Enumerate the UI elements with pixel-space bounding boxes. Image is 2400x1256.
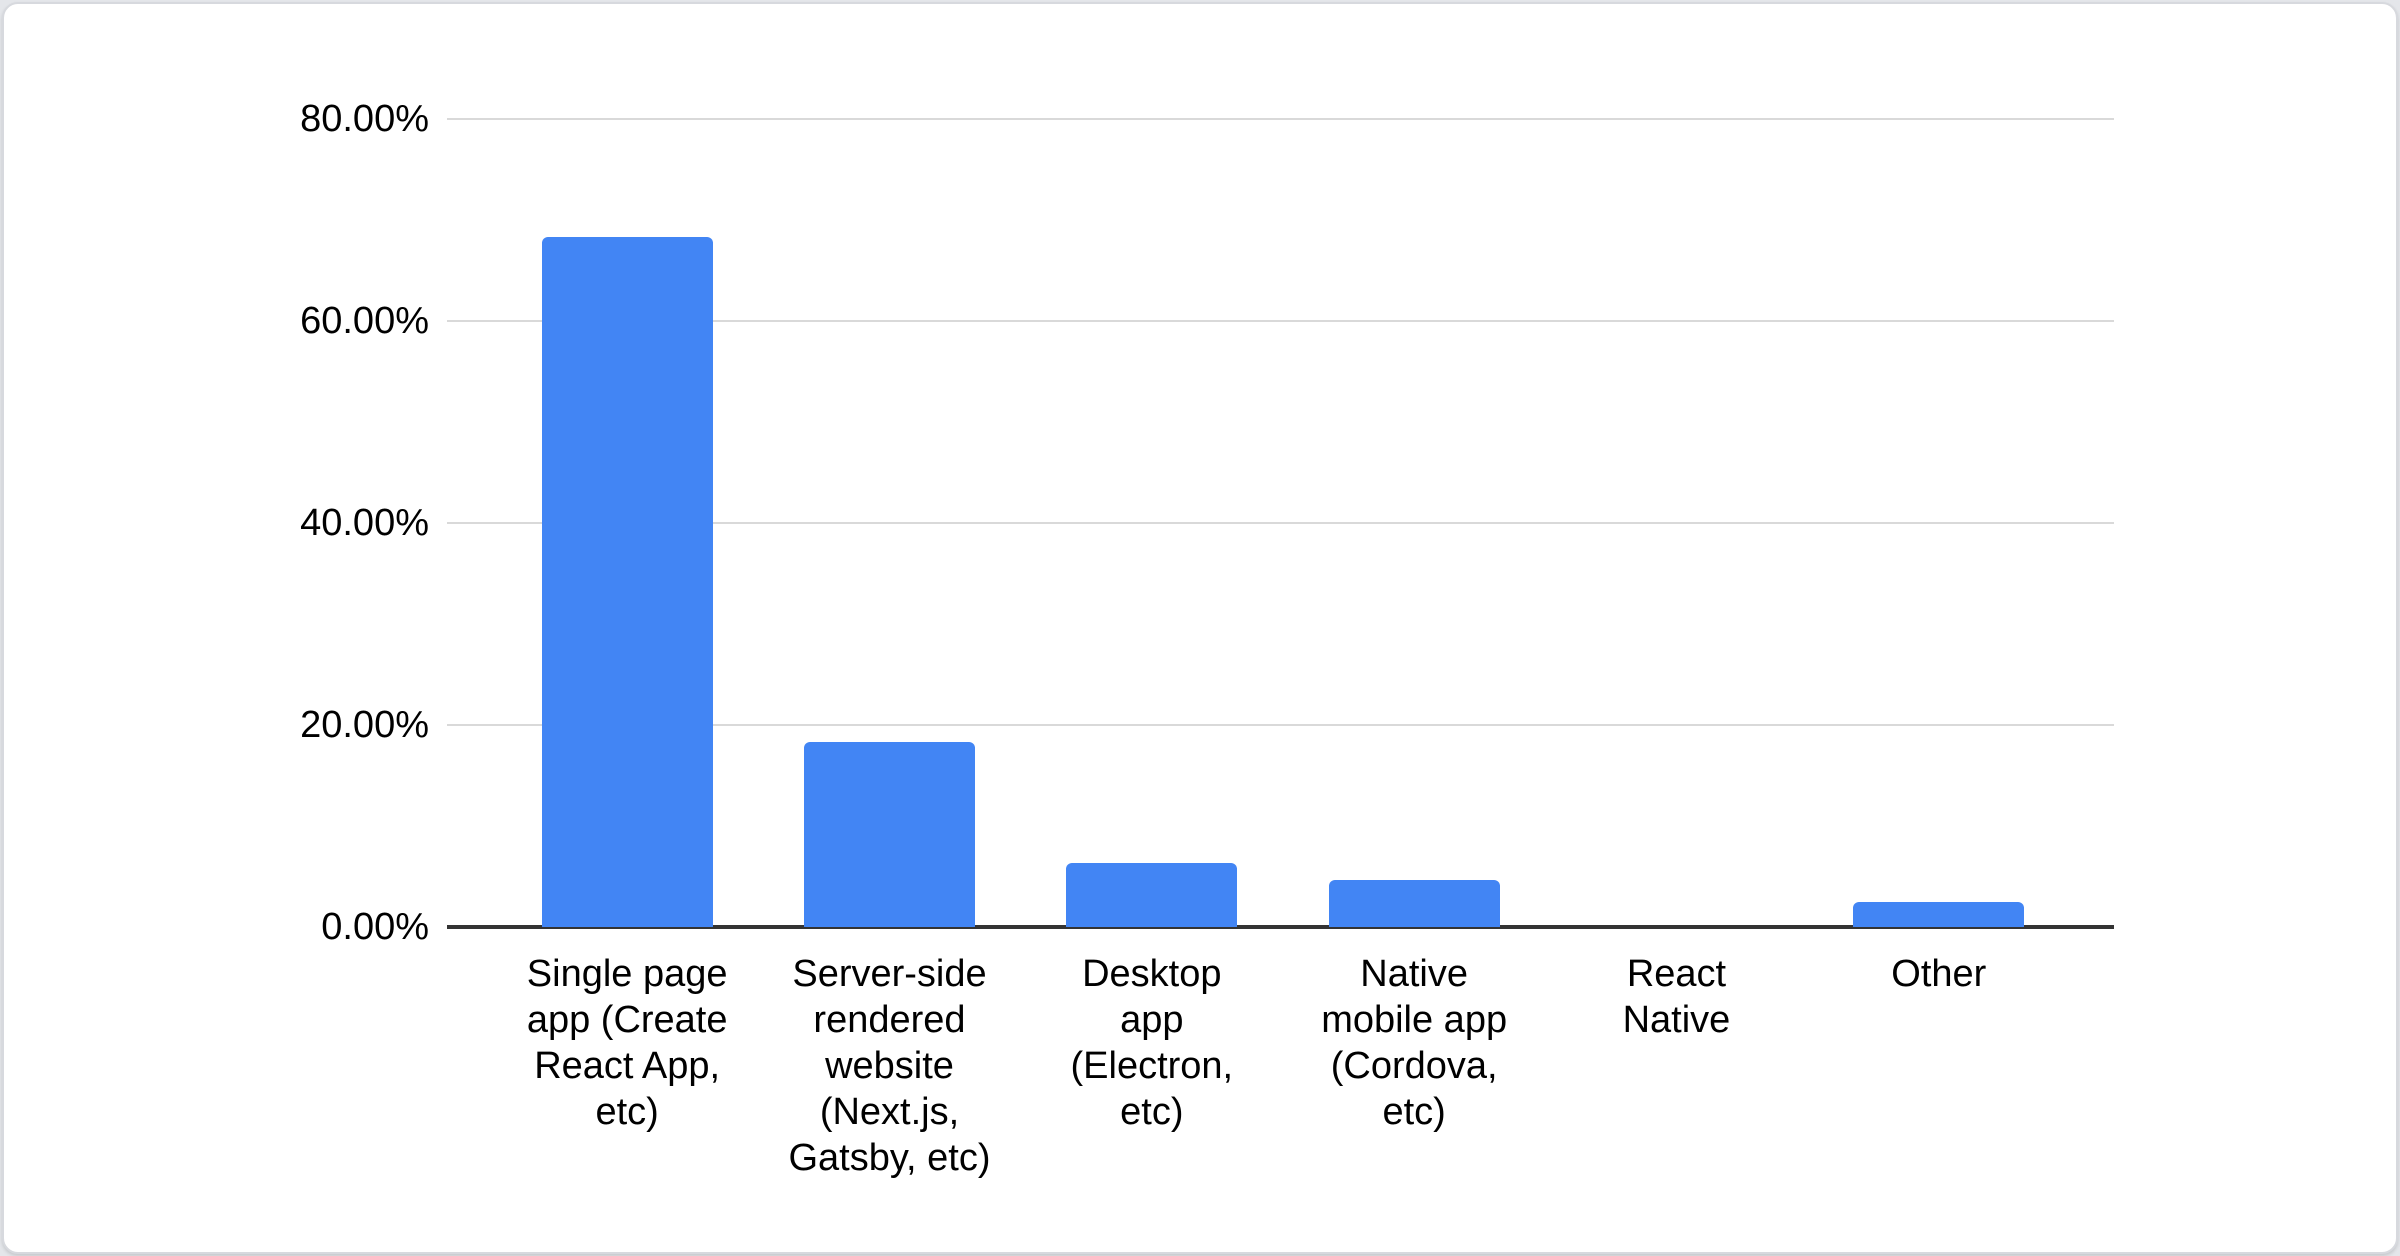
- x-category-label-line: etc): [1120, 1091, 1184, 1133]
- x-category-label-line: (Next.js,: [819, 1091, 960, 1133]
- gridline-40: [447, 522, 2114, 524]
- y-axis-tick-label: 0.00%: [321, 906, 429, 948]
- x-category-label-line: Server-side: [792, 953, 987, 995]
- x-axis-line: [447, 925, 2114, 929]
- x-category-label-line: Single page: [526, 953, 728, 995]
- x-category-label-line: Native: [1360, 953, 1468, 995]
- x-category-label-line: React: [1626, 953, 1727, 995]
- x-category-label-line: app: [1120, 999, 1184, 1041]
- x-category-label-line: React App,: [534, 1045, 721, 1087]
- x-category-label-line: app (Create: [526, 999, 728, 1041]
- x-category-label-react-native: React Native: [1525, 951, 1827, 1043]
- x-category-label-native-mobile-app-cordova-etc: Native mobile app (Cordova, etc): [1263, 951, 1565, 1135]
- gridline-60: [447, 320, 2114, 322]
- x-category-label-line: (Electron,: [1070, 1045, 1234, 1087]
- x-category-label-other: Other: [1788, 951, 2090, 997]
- x-category-label-line: Other: [1891, 953, 1987, 995]
- x-category-label-single-page-app-create-react-app-etc: Single page app (Create React App, etc): [476, 951, 778, 1135]
- bar-other: [1853, 901, 2025, 927]
- plot-area: 80.00% 60.00% 40.00% 20.00% 0.00% Single page…: [300, 100, 2114, 1179]
- x-category-label-line: (Cordova,: [1330, 1045, 1498, 1087]
- x-category-label-server-side-rendered-website-next-js-gatsby-etc: Server-side rendered website (Next.js, Gatsb…: [738, 951, 1040, 1181]
- y-axis-tick-label: 40.00%: [300, 502, 429, 544]
- x-category-label-line: etc): [595, 1091, 659, 1133]
- x-category-label-line: Gatsby, etc): [788, 1137, 991, 1179]
- x-category-label-line: Desktop: [1082, 953, 1222, 995]
- y-axis-tick-label: 60.00%: [300, 300, 429, 342]
- x-category-label-line: Native: [1622, 999, 1731, 1041]
- bar-single-page-app-create-react-app-etc: [541, 237, 713, 927]
- x-category-label-line: etc): [1382, 1091, 1446, 1133]
- y-axis-tick-label: 80.00%: [300, 98, 429, 140]
- bar-native-mobile-app-cordova-etc: [1328, 879, 1500, 927]
- bar-server-side-rendered-website-next-js-gatsby-etc: [803, 742, 975, 927]
- gridline-20: [447, 724, 2114, 726]
- x-category-label-line: website: [825, 1045, 954, 1087]
- gridline-80: [447, 118, 2114, 120]
- x-category-label-line: rendered: [813, 999, 966, 1041]
- x-category-label-desktop-app-electron-etc: Desktop app (Electron, etc): [1001, 951, 1303, 1135]
- x-category-label-line: mobile app: [1321, 999, 1508, 1041]
- y-axis-tick-label: 20.00%: [300, 704, 429, 746]
- bar-desktop-app-electron-etc: [1066, 863, 1238, 927]
